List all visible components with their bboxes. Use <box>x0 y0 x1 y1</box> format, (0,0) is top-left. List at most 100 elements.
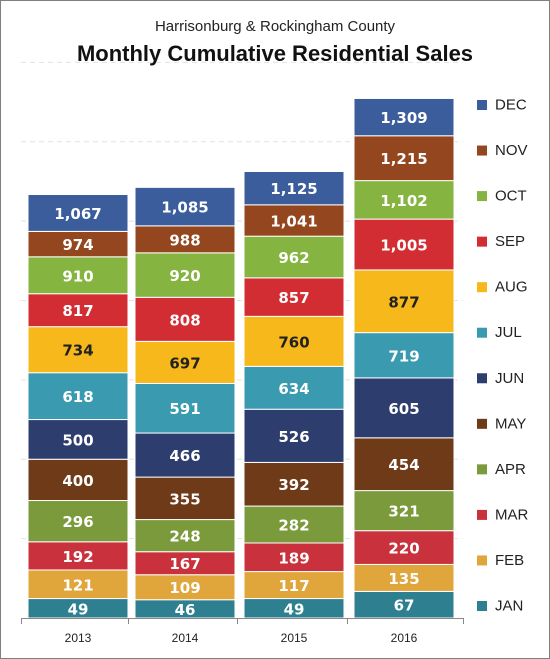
legend-swatch-nov <box>477 145 487 156</box>
data-label: 1,005 <box>380 237 427 255</box>
data-label: 697 <box>169 354 200 372</box>
bar-segment-aug-2016 <box>353 269 455 334</box>
legend-swatch-jun <box>477 373 487 384</box>
bar-segment-oct-2013 <box>27 256 129 295</box>
data-label: 1,125 <box>270 180 317 198</box>
data-label: 760 <box>278 333 309 351</box>
bar-group-2013: 49 121 192 296 400 500 618 734 817 910 974 1,067 <box>27 194 129 619</box>
legend-label-apr: APR <box>495 461 526 478</box>
legend-swatch-jan <box>477 601 487 611</box>
legend-label-oct: OCT <box>495 188 527 205</box>
chart-subtitle: Harrisonburg & Rockingham County <box>154 18 396 35</box>
bar-segment-mar-2013 <box>27 541 129 571</box>
bar-segment-feb-2014 <box>134 574 236 601</box>
data-label: 189 <box>278 549 309 567</box>
bar-segment-dec-2014 <box>134 186 236 227</box>
legend-swatch-jul <box>477 327 487 338</box>
bar-segment-oct-2014 <box>134 252 236 298</box>
bar-segment-feb-2016 <box>353 563 455 592</box>
legend-label-aug: AUG <box>495 279 528 296</box>
legend-label-nov: NOV <box>495 142 528 159</box>
bar-segment-sep-2014 <box>134 296 236 342</box>
data-label: 920 <box>169 267 200 285</box>
legend-label-jul: JUL <box>495 324 522 341</box>
bar-segment-feb-2013 <box>27 569 129 600</box>
bar-segment-aug-2014 <box>134 340 236 384</box>
bar-group-2016: 67 135 220 321 454 605 719 877 1,005 1,102 1,215 1,… <box>353 97 455 619</box>
x-tick-label: 2016 <box>391 631 418 645</box>
bar-segment-nov-2016 <box>353 135 455 182</box>
data-label: 857 <box>278 289 309 307</box>
legend-label-feb: FEB <box>495 552 524 569</box>
legend-label-may: MAY <box>495 415 526 432</box>
legend-swatch-may <box>477 418 487 429</box>
data-label: 1,309 <box>380 109 427 127</box>
legend-swatch-mar <box>477 509 487 520</box>
data-label: 220 <box>388 540 419 558</box>
bar-segment-sep-2016 <box>353 218 455 271</box>
bar-segment-jun-2015 <box>243 408 345 463</box>
chart-title: Monthly Cumulative Residential Sales <box>76 41 474 66</box>
data-label: 400 <box>62 472 93 490</box>
x-tick-label: 2013 <box>65 631 92 645</box>
data-label: 248 <box>169 528 200 546</box>
data-label: 910 <box>62 267 93 285</box>
data-label: 121 <box>62 576 93 594</box>
bar-segment-sep-2015 <box>243 277 345 317</box>
data-label: 500 <box>62 431 93 449</box>
legend-label-mar: MAR <box>495 506 529 523</box>
legend-swatch-feb <box>477 555 487 566</box>
data-label: 719 <box>388 347 419 365</box>
data-label: 526 <box>278 428 309 446</box>
data-label: 877 <box>388 293 419 311</box>
bar-group-2014: 46 109 167 248 355 466 591 697 808 920 988 1,085 <box>134 186 236 619</box>
data-label: 618 <box>62 388 93 406</box>
data-label: 591 <box>169 400 200 418</box>
bar-segment-apr-2016 <box>353 490 455 532</box>
data-label: 282 <box>278 517 309 535</box>
data-label: 808 <box>169 311 200 329</box>
data-label: 734 <box>62 342 93 360</box>
data-label: 817 <box>62 302 93 320</box>
data-label: 466 <box>169 447 200 465</box>
bar-segment-mar-2015 <box>243 542 345 573</box>
bar-segment-nov-2013 <box>27 230 129 258</box>
legend-label-dec: DEC <box>495 97 527 114</box>
legend-swatch-aug <box>477 282 487 293</box>
data-label: 634 <box>278 380 309 398</box>
bar-segment-apr-2015 <box>243 505 345 544</box>
data-label: 392 <box>278 476 309 494</box>
data-label: 46 <box>175 601 196 619</box>
data-label: 135 <box>388 570 419 588</box>
bar-segment-may-2016 <box>353 437 455 492</box>
bar-segment-jul-2014 <box>134 382 236 434</box>
bar-segment-mar-2016 <box>353 530 455 565</box>
x-tick-label: 2015 <box>281 631 308 645</box>
bar-segment-apr-2013 <box>27 500 129 543</box>
bar-segment-jan-2016 <box>353 590 455 619</box>
data-label: 49 <box>68 600 89 618</box>
data-label: 988 <box>169 231 200 249</box>
data-label: 454 <box>388 456 419 474</box>
x-tick-label: 2014 <box>172 631 199 645</box>
data-label: 974 <box>62 236 93 254</box>
legend-swatch-dec <box>477 100 487 110</box>
bar-segment-sep-2013 <box>27 293 129 328</box>
legend-swatch-oct <box>477 191 487 202</box>
data-label: 355 <box>169 490 200 508</box>
data-label: 962 <box>278 249 309 267</box>
data-label: 1,215 <box>380 150 427 168</box>
legend-label-jun: JUN <box>495 370 524 387</box>
data-label: 296 <box>62 513 93 531</box>
bar-segment-oct-2015 <box>243 235 345 279</box>
bar-segment-dec-2015 <box>243 170 345 206</box>
bar-segment-dec-2016 <box>353 97 455 137</box>
data-label: 1,102 <box>380 192 427 210</box>
bar-segment-jun-2014 <box>134 432 236 478</box>
bar-segment-may-2013 <box>27 458 129 502</box>
bar-segment-oct-2016 <box>353 180 455 220</box>
bar-segment-jun-2016 <box>353 377 455 439</box>
bar-group-2015: 49 117 189 282 392 526 634 760 857 962 1,041 1,125 <box>243 170 345 619</box>
